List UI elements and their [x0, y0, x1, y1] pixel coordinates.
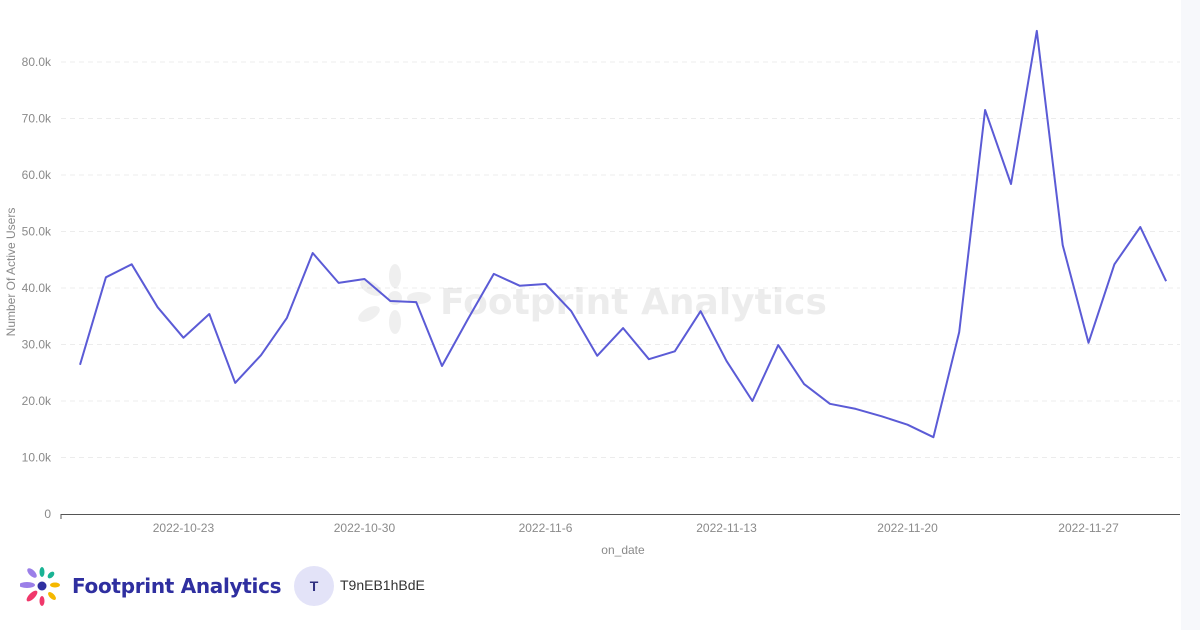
line-chart: Footprint Analytics 0 10.0k 20.0k 30.0k 40.0… — [4, 29, 1180, 557]
username[interactable]: T9nEB1hBdE — [340, 577, 425, 593]
brand-name: Footprint Analytics — [72, 574, 282, 598]
y-tick-label: 0 — [44, 507, 51, 521]
y-axis-label: Number Of Active Users — [4, 208, 18, 337]
side-panel — [1181, 0, 1200, 630]
x-tick-label: 2022-11-13 — [696, 521, 757, 535]
series-line — [79, 29, 1168, 439]
y-tick-label: 20.0k — [22, 394, 52, 408]
y-tick-label: 10.0k — [22, 451, 52, 465]
y-tick-label: 70.0k — [22, 112, 52, 126]
avatar[interactable]: T — [294, 566, 334, 606]
x-tick-label: 2022-11-27 — [1058, 521, 1119, 535]
x-tick-label: 2022-10-23 — [153, 521, 215, 535]
footer-brand: Footprint Analytics — [20, 566, 282, 606]
x-axis-label: on_date — [601, 543, 645, 557]
svg-text:Footprint Analytics: Footprint Analytics — [440, 282, 827, 323]
watermark: Footprint Analytics — [358, 264, 827, 334]
grid — [61, 61, 1180, 458]
x-tick-label: 2022-11-6 — [519, 521, 573, 535]
y-tick-label: 60.0k — [22, 168, 52, 182]
y-tick-label: 80.0k — [22, 55, 52, 69]
footprint-logo-icon — [20, 567, 60, 606]
x-tick-label: 2022-11-20 — [877, 521, 938, 535]
x-tick-label: 2022-10-30 — [334, 521, 396, 535]
y-tick-label: 40.0k — [22, 281, 52, 295]
y-tick-label: 50.0k — [22, 225, 52, 239]
y-tick-label: 30.0k — [22, 338, 52, 352]
